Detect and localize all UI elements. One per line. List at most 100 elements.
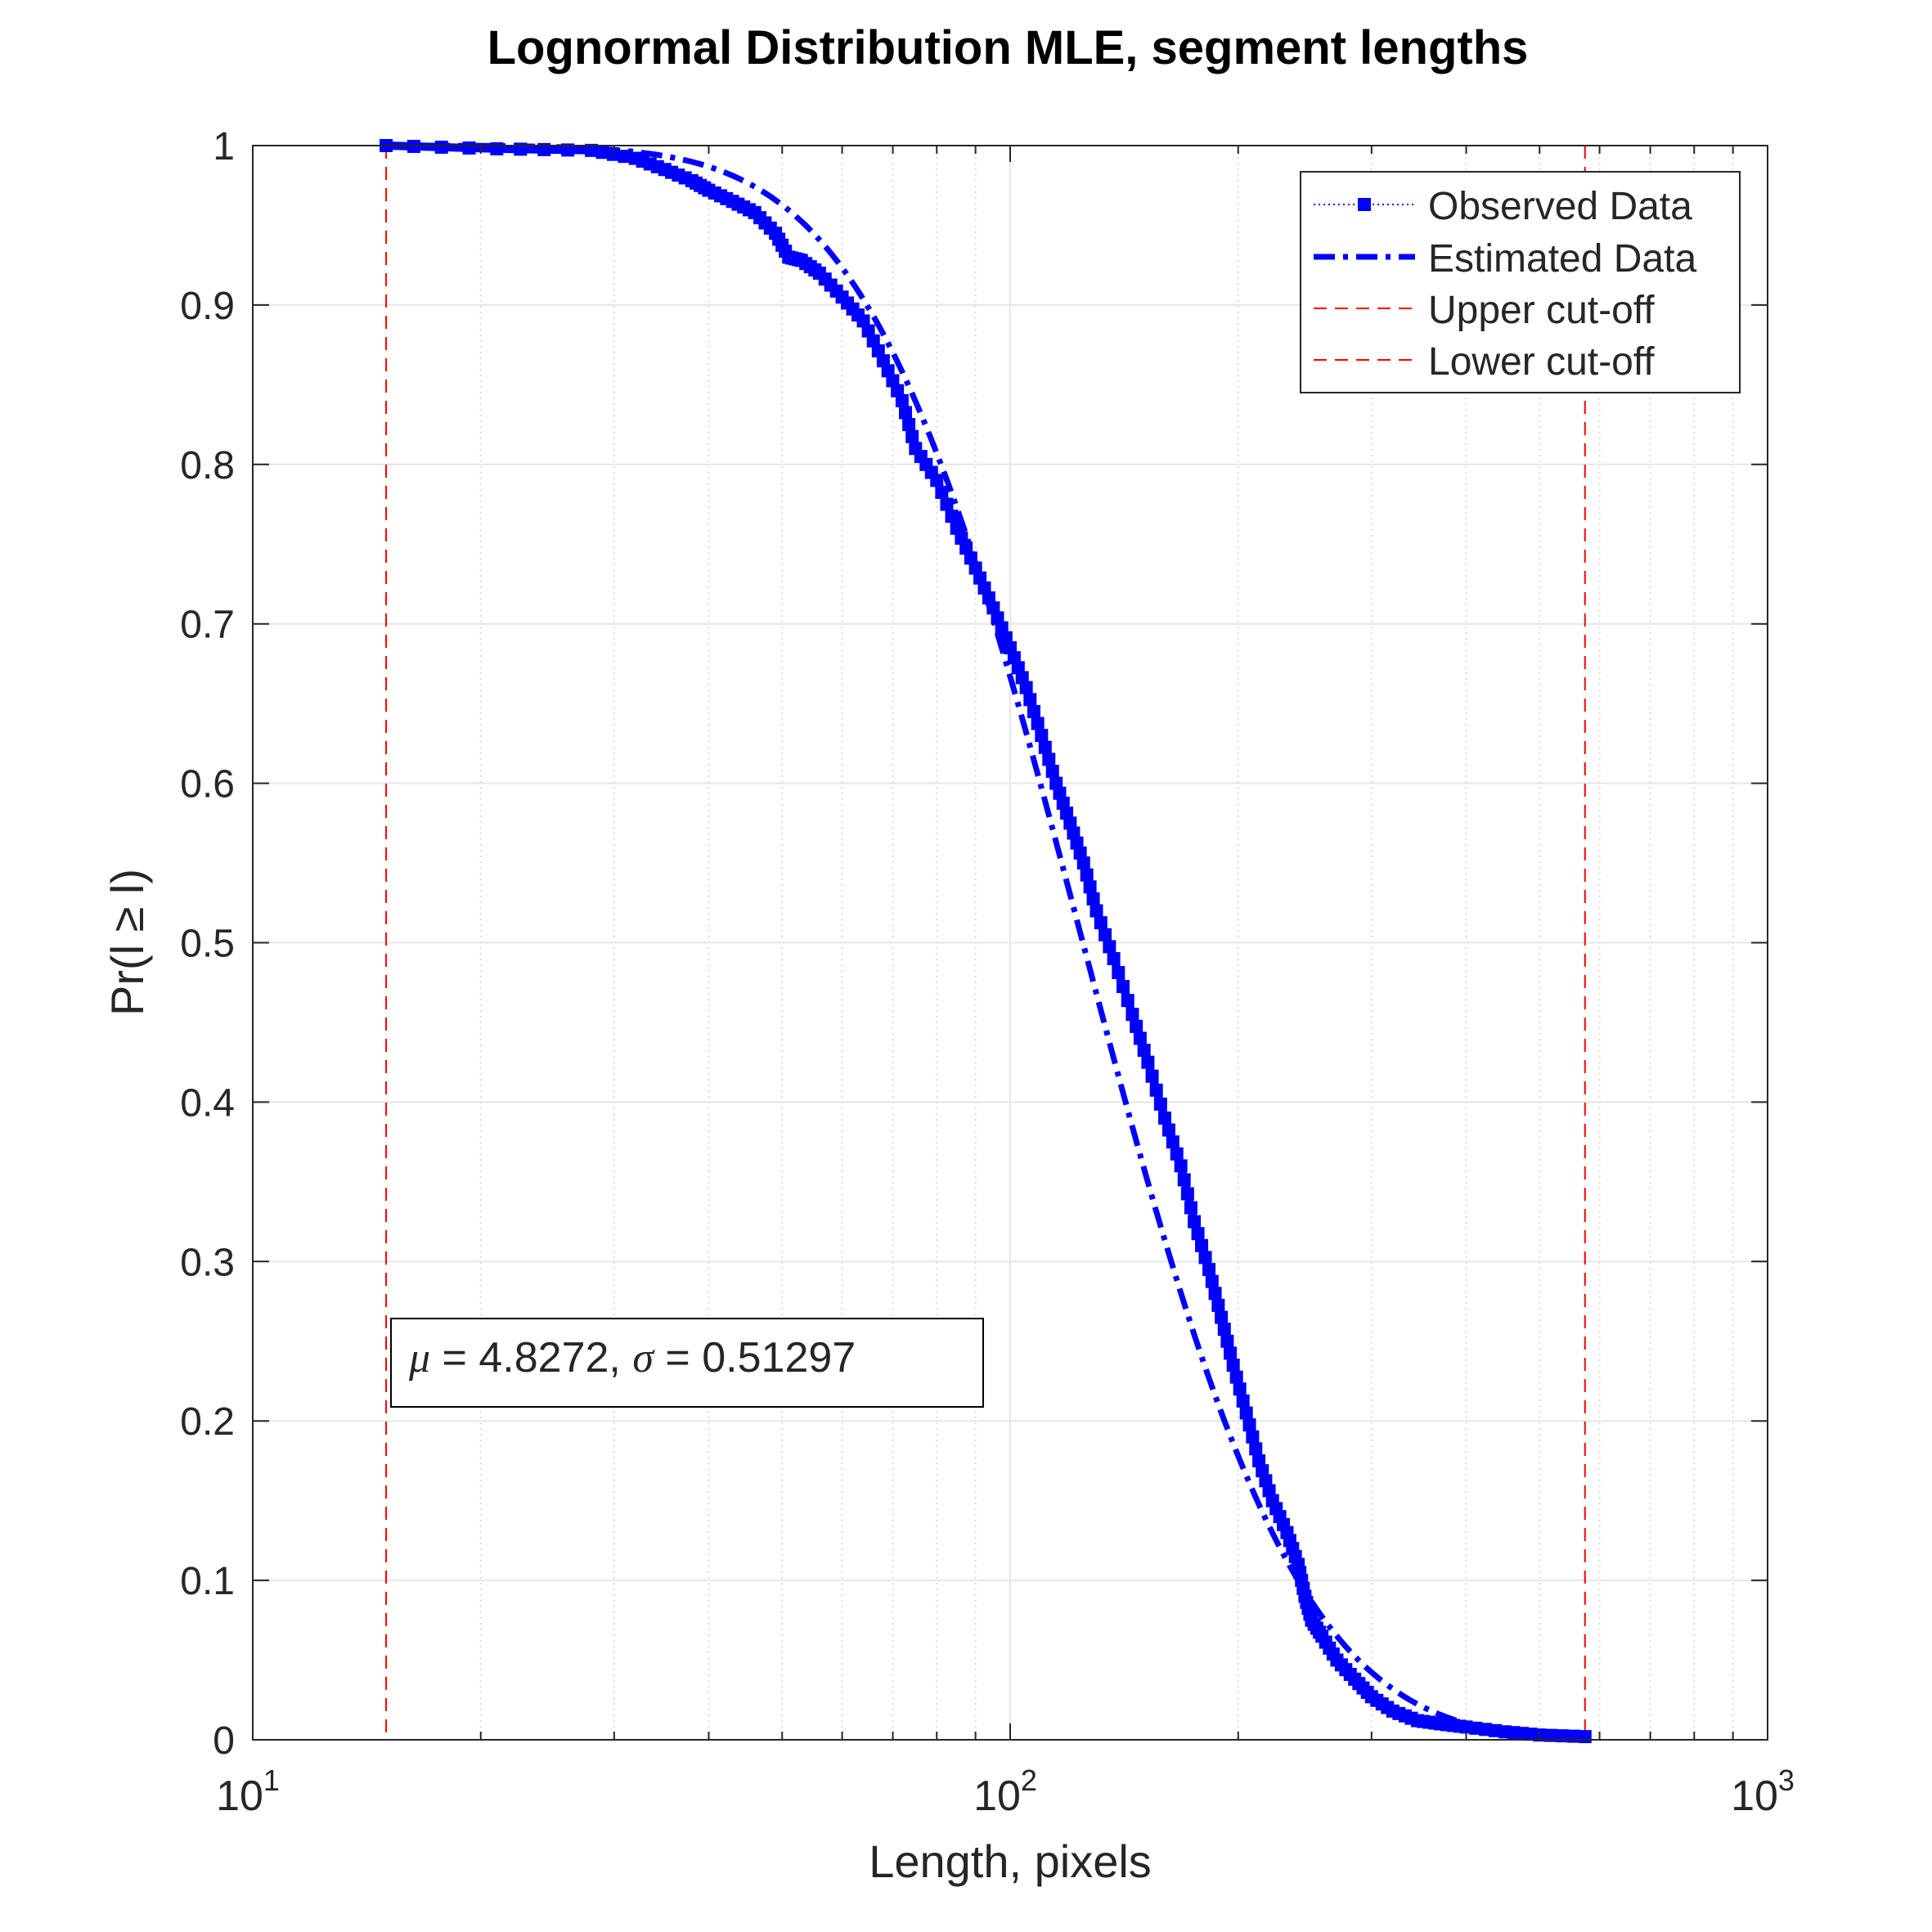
observed-data-marker bbox=[1170, 1147, 1184, 1161]
observed-data-marker bbox=[1049, 776, 1063, 790]
observed-data-marker bbox=[490, 142, 504, 155]
observed-data-marker bbox=[1063, 816, 1077, 830]
observed-data-marker bbox=[895, 393, 909, 407]
observed-data-marker bbox=[856, 314, 870, 328]
observed-data-marker bbox=[1117, 980, 1130, 994]
observed-data-marker bbox=[902, 418, 916, 432]
observed-data-marker bbox=[964, 551, 977, 565]
observed-data-marker bbox=[585, 143, 599, 157]
observed-data-marker bbox=[1126, 1008, 1139, 1022]
observed-data-marker bbox=[861, 324, 875, 338]
legend-box bbox=[1300, 171, 1741, 393]
observed-data-marker bbox=[986, 601, 1000, 615]
sigma-value: = 0.51297 bbox=[654, 1334, 856, 1382]
observed-data-marker bbox=[514, 142, 528, 156]
observed-data-marker bbox=[1262, 1484, 1276, 1498]
observed-data-marker bbox=[1045, 764, 1059, 778]
annotation-box bbox=[390, 1318, 984, 1408]
y-tick-labels: 0 0.1 0.2 0.3 0.4 0.5 0.6 0.7 0.8 0.9 1 bbox=[180, 125, 235, 1763]
observed-data-marker bbox=[1188, 1215, 1202, 1229]
observed-data-marker bbox=[1224, 1346, 1238, 1360]
observed-data-marker bbox=[1035, 729, 1049, 743]
observed-data-marker bbox=[462, 141, 476, 155]
observed-data-marker bbox=[1137, 1044, 1151, 1058]
observed-data-marker bbox=[881, 364, 895, 378]
observed-data-marker bbox=[973, 571, 987, 585]
observed-data-marker bbox=[1076, 856, 1090, 870]
observed-data-marker bbox=[1121, 994, 1134, 1008]
observed-data-marker bbox=[1011, 661, 1025, 675]
observed-data-marker bbox=[977, 581, 991, 595]
observed-data-marker bbox=[1053, 786, 1067, 800]
legend-label-estimated: Estimated Data bbox=[1428, 237, 1696, 281]
x-tick-label-base: 10 bbox=[216, 1772, 263, 1820]
y-tick-label: 0.6 bbox=[180, 763, 235, 806]
observed-data-marker bbox=[1252, 1453, 1266, 1467]
observed-data-marker bbox=[1242, 1418, 1256, 1432]
observed-data-marker bbox=[1094, 916, 1108, 930]
observed-data-marker bbox=[1198, 1251, 1212, 1265]
observed-data-marker bbox=[1023, 693, 1037, 707]
x-tick-label-base: 10 bbox=[1731, 1772, 1778, 1820]
x-tick-label: 103 bbox=[1731, 1764, 1795, 1820]
observed-data-marker bbox=[1211, 1298, 1225, 1312]
observed-data-marker bbox=[1246, 1430, 1260, 1444]
parameter-annotation: μ = 4.8272, σ = 0.51297 bbox=[390, 1318, 984, 1408]
observed-data-marker bbox=[1073, 846, 1087, 860]
observed-data-marker bbox=[1177, 1173, 1191, 1187]
sigma-symbol: σ bbox=[632, 1335, 655, 1382]
observed-data-marker bbox=[955, 531, 968, 545]
annotation-text: μ = 4.8272, σ = 0.51297 bbox=[408, 1334, 856, 1382]
observed-data-marker bbox=[1060, 806, 1074, 820]
x-tick-labels: 101 102 103 bbox=[216, 1764, 1795, 1820]
observed-data-marker bbox=[1042, 753, 1056, 766]
observed-data-marker bbox=[1233, 1382, 1247, 1396]
x-axis-label: Length, pixels bbox=[869, 1835, 1152, 1887]
y-tick-label: 0.1 bbox=[180, 1560, 235, 1603]
y-tick-label: 0.8 bbox=[180, 444, 235, 487]
observed-data-marker bbox=[891, 384, 905, 398]
y-tick-label: 0.3 bbox=[180, 1241, 235, 1284]
legend-entry-observed: Observed Data bbox=[1314, 185, 1692, 228]
observed-data-marker bbox=[1038, 740, 1052, 754]
x-tick-label-exponent: 3 bbox=[1778, 1764, 1795, 1797]
observed-data-marker bbox=[1112, 966, 1126, 980]
observed-data-marker bbox=[1195, 1238, 1209, 1252]
observed-data-marker bbox=[561, 143, 575, 157]
y-tick-label: 0.9 bbox=[180, 285, 235, 328]
observed-data-marker bbox=[1239, 1406, 1253, 1420]
observed-data-marker bbox=[1191, 1227, 1205, 1241]
observed-data-marker bbox=[1083, 880, 1097, 894]
observed-data-marker bbox=[1217, 1323, 1231, 1337]
observed-data-marker bbox=[871, 344, 885, 357]
x-tick-label: 102 bbox=[973, 1764, 1037, 1820]
observed-data-marker bbox=[1249, 1442, 1263, 1456]
observed-data-marker bbox=[1208, 1287, 1222, 1301]
observed-data-marker bbox=[1056, 796, 1070, 810]
legend-entry-estimated: Estimated Data bbox=[1314, 237, 1696, 281]
observed-data-marker bbox=[1103, 940, 1117, 954]
y-tick-label: 0.7 bbox=[180, 604, 235, 647]
observed-data-marker bbox=[866, 334, 880, 348]
observed-data-marker bbox=[959, 541, 973, 555]
observed-data-marker bbox=[606, 147, 620, 161]
observed-data-marker bbox=[1259, 1474, 1273, 1488]
observed-data-marker bbox=[991, 611, 1004, 625]
legend-label-upper: Upper cut-off bbox=[1428, 289, 1655, 332]
observed-data-marker bbox=[1153, 1097, 1167, 1111]
observed-data-marker bbox=[1544, 1728, 1558, 1742]
observed-data-marker bbox=[1031, 717, 1045, 730]
legend-marker-observed bbox=[1358, 198, 1371, 211]
observed-data-marker bbox=[1566, 1729, 1580, 1743]
observed-data-marker bbox=[982, 591, 995, 605]
observed-data-marker bbox=[968, 561, 982, 575]
observed-data-marker bbox=[1019, 681, 1033, 694]
observed-data-marker bbox=[1130, 1019, 1143, 1033]
y-tick-label: 1 bbox=[213, 125, 235, 168]
observed-data-marker bbox=[1027, 704, 1040, 718]
observed-data-marker bbox=[898, 406, 912, 420]
observed-data-marker bbox=[950, 521, 964, 535]
x-tick-label-base: 10 bbox=[973, 1772, 1021, 1820]
observed-data-marker bbox=[1007, 651, 1021, 665]
observed-data-marker bbox=[1184, 1201, 1197, 1215]
